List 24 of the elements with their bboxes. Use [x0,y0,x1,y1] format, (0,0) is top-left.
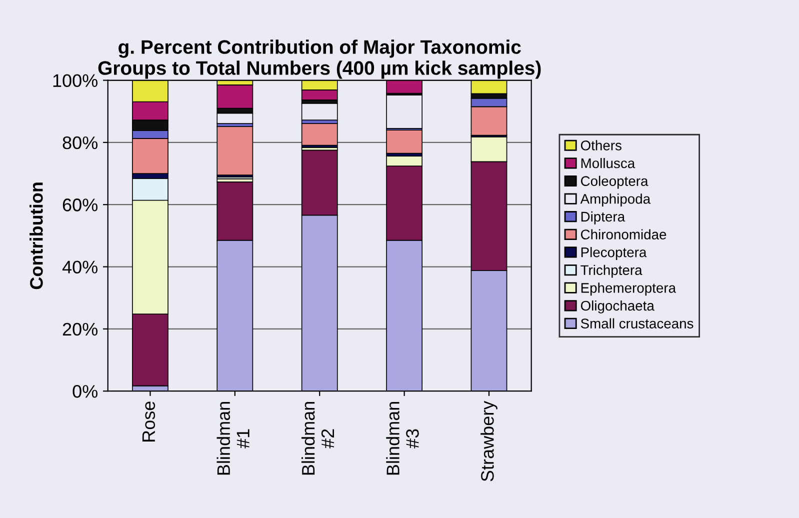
legend-label: Plecoptera [581,247,647,260]
y-tick-label: 100% [53,74,98,88]
y-tick-label: 0% [72,385,98,398]
x-tick-label: Blindman #2 [301,402,334,475]
legend-label: Chironomidae [580,229,666,240]
x-tick-label: Blindman #3 [386,402,419,475]
legend-label: Diptera [581,211,626,224]
legend-label: Small crustaceans [580,318,694,328]
legend-label: Coleoptera [580,176,648,189]
legend-label: Trichptera [580,264,642,278]
x-tick-label: Rose [142,402,156,442]
legend-label: Others [580,140,622,150]
y-tick-label: 40% [62,260,98,274]
chart-title: g. Percent Contribution of Major Taxonomic Groups to Total Numbers (400 µm kick samples) [98,40,541,79]
x-tick-label: Strawbery [480,400,498,482]
legend-label: Oligochaeta [580,300,654,314]
x-tick-label: Blindman #1 [216,402,250,475]
legend-label: Ephemeroptera [581,282,676,296]
y-tick-label: 60% [62,198,98,212]
legend-label: Mollusca [581,158,636,168]
y-tick-label: 20% [62,322,98,336]
y-tick-label: 80% [62,136,98,150]
legend-label: Amphipoda [580,194,651,207]
y-axis-title: Contribution [30,182,43,290]
